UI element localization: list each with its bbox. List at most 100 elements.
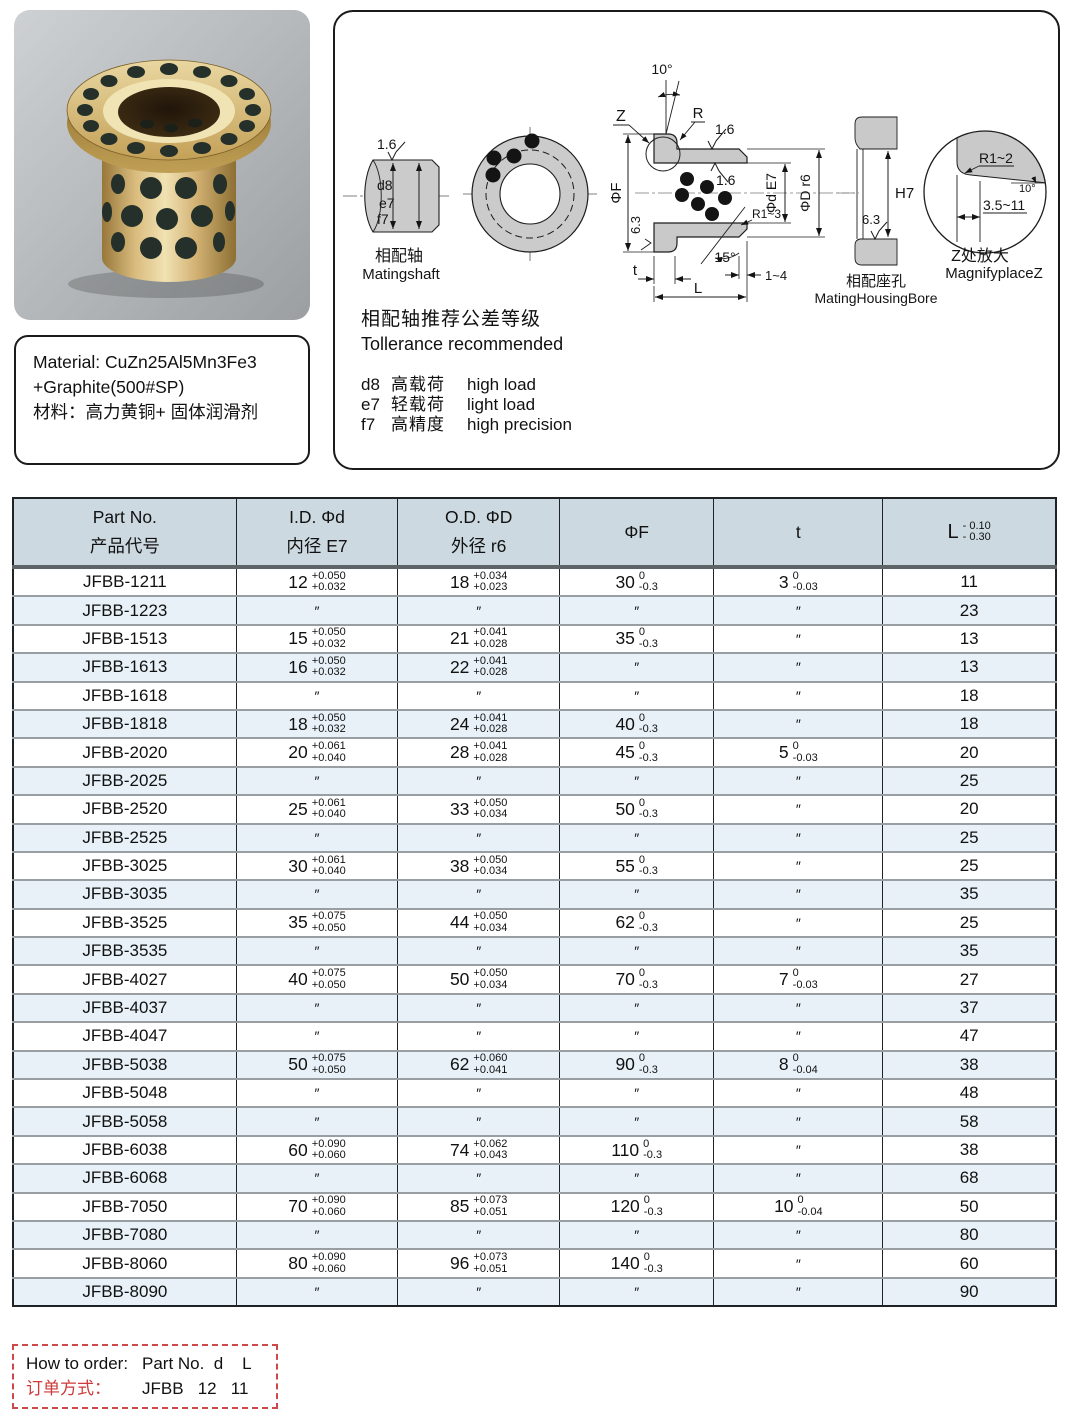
svg-text:6.3: 6.3 bbox=[628, 216, 643, 234]
ditto-mark: ″ bbox=[795, 1283, 801, 1300]
ditto-mark: ″ bbox=[795, 772, 801, 789]
tolerance-recommendation: 相配轴推荐公差等级 Tollerance recommended d8 高载荷 hi… bbox=[361, 304, 572, 435]
f-cell: ″ bbox=[558, 1163, 715, 1193]
id-cell: 60 +0.090 +0.060 bbox=[235, 1134, 399, 1165]
l-cell: 50 bbox=[882, 1191, 1057, 1221]
header-id: I.D. Φd 内径 E7 bbox=[235, 498, 399, 569]
l-cell: 23 bbox=[882, 595, 1057, 625]
header-part-no: Part No. 产品代号 bbox=[12, 498, 237, 569]
ditto-mark: ″ bbox=[314, 772, 320, 789]
od-cell: ″ bbox=[397, 936, 560, 966]
part-no-cell: JFBB-4047 bbox=[12, 1021, 237, 1051]
f-cell: 30 0 -0.3 bbox=[558, 565, 715, 597]
od-cell: ″ bbox=[397, 879, 560, 909]
ditto-mark: ″ bbox=[476, 943, 482, 960]
ditto-mark: ″ bbox=[314, 602, 320, 619]
bushing-photo-illustration bbox=[14, 10, 310, 320]
table-row: JFBB-7050 70 +0.090 +0.060 85 +0.073 +0.051 120… bbox=[12, 1191, 1057, 1221]
parts-table-body: JFBB-1211 12 +0.050 +0.032 18 +0.034 +0.023 30 0… bbox=[12, 565, 1057, 1307]
ditto-mark: ″ bbox=[634, 659, 640, 676]
ditto-mark: ″ bbox=[314, 829, 320, 846]
ditto-mark: ″ bbox=[634, 1113, 640, 1130]
id-cell: 25 +0.061 +0.040 bbox=[235, 794, 399, 824]
svg-text:e7: e7 bbox=[379, 195, 395, 211]
id-cell: ″ bbox=[235, 879, 399, 909]
od-cell: 33 +0.050 +0.034 bbox=[397, 794, 560, 824]
l-cell: 60 bbox=[882, 1248, 1057, 1278]
f-cell: ″ bbox=[558, 1078, 715, 1108]
od-cell: ″ bbox=[397, 595, 560, 625]
table-row: JFBB-8090 ″ ″ ″ ″ 90 bbox=[12, 1276, 1057, 1307]
f-cell: ″ bbox=[558, 595, 715, 625]
t-cell: ″ bbox=[713, 936, 884, 966]
header-t: t bbox=[713, 498, 884, 569]
f-cell: ″ bbox=[558, 680, 715, 710]
table-row: JFBB-1513 15 +0.050 +0.032 21 +0.041 +0.028 35 0… bbox=[12, 623, 1057, 654]
id-cell: ″ bbox=[235, 595, 399, 625]
od-cell: 44 +0.050 +0.034 bbox=[397, 907, 560, 938]
id-cell: 30 +0.061 +0.040 bbox=[235, 850, 399, 881]
part-no-cell: JFBB-5048 bbox=[12, 1078, 237, 1108]
part-no-cell: JFBB-7050 bbox=[12, 1191, 237, 1221]
table-row: JFBB-1818 18 +0.050 +0.032 24 +0.041 +0.028 40 0… bbox=[12, 708, 1057, 739]
f-cell: ″ bbox=[558, 879, 715, 909]
l-cell: 35 bbox=[882, 879, 1057, 909]
ditto-mark: ″ bbox=[634, 829, 640, 846]
shaft-caption-cn: 相配轴 bbox=[375, 247, 423, 265]
l-cell: 25 bbox=[882, 765, 1057, 796]
part-no-cell: JFBB-2025 bbox=[12, 765, 237, 796]
svg-text:15°: 15° bbox=[714, 249, 735, 265]
body-graphite-dots bbox=[102, 174, 235, 259]
od-cell: ″ bbox=[397, 992, 560, 1023]
f-cell: ″ bbox=[558, 1276, 715, 1307]
table-row: JFBB-2520 25 +0.061 +0.040 33 +0.050 +0.034 50 0… bbox=[12, 794, 1057, 824]
l-cell: 25 bbox=[882, 822, 1057, 852]
f-cell: 40 0 -0.3 bbox=[558, 708, 715, 739]
svg-text:R1~3: R1~3 bbox=[752, 207, 781, 221]
svg-text:1~4: 1~4 bbox=[765, 268, 787, 283]
t-cell: ″ bbox=[713, 765, 884, 796]
housing-bore-drawing: H7 6.3 相配座孔 MatingHousingBore bbox=[815, 116, 938, 306]
table-row: JFBB-5048 ″ ″ ″ ″ 48 bbox=[12, 1078, 1057, 1108]
t-cell: ″ bbox=[713, 907, 884, 938]
ditto-mark: ″ bbox=[314, 1028, 320, 1045]
l-cell: 47 bbox=[882, 1021, 1057, 1051]
ditto-mark: ″ bbox=[634, 687, 640, 704]
t-cell: ″ bbox=[713, 1134, 884, 1165]
part-no-cell: JFBB-2020 bbox=[12, 737, 237, 767]
ditto-mark: ″ bbox=[476, 1085, 482, 1102]
id-cell: 16 +0.050 +0.032 bbox=[235, 652, 399, 682]
t-cell: 7 0 -0.03 bbox=[713, 964, 884, 994]
table-row: JFBB-7080 ″ ″ ″ ″ 80 bbox=[12, 1219, 1057, 1250]
l-cell: 58 bbox=[882, 1106, 1057, 1136]
od-cell: 18 +0.034 +0.023 bbox=[397, 565, 560, 597]
t-cell: ″ bbox=[713, 1078, 884, 1108]
part-no-cell: JFBB-2520 bbox=[12, 794, 237, 824]
header-od: O.D. ΦD 外径 r6 bbox=[397, 498, 560, 569]
od-cell: ″ bbox=[397, 822, 560, 852]
svg-text:f7: f7 bbox=[377, 211, 389, 227]
f-cell: 90 0 -0.3 bbox=[558, 1049, 715, 1080]
part-no-cell: JFBB-1223 bbox=[12, 595, 237, 625]
table-row: JFBB-1618 ″ ″ ″ ″ 18 bbox=[12, 680, 1057, 710]
part-no-cell: JFBB-8090 bbox=[12, 1276, 237, 1307]
table-header-row: Part No. 产品代号 I.D. Φd 内径 E7 O.D. ΦD 外径 r6 Φ… bbox=[12, 498, 1057, 569]
t-cell: ″ bbox=[713, 1219, 884, 1250]
ditto-mark: ″ bbox=[795, 1028, 801, 1045]
table-row: JFBB-3535 ″ ″ ″ ″ 35 bbox=[12, 936, 1057, 966]
ditto-mark: ″ bbox=[795, 858, 801, 875]
f-cell: ″ bbox=[558, 765, 715, 796]
l-cell: 18 bbox=[882, 680, 1057, 710]
part-no-cell: JFBB-1618 bbox=[12, 680, 237, 710]
id-cell: ″ bbox=[235, 936, 399, 966]
l-cell: 11 bbox=[882, 565, 1057, 597]
ditto-mark: ″ bbox=[314, 1085, 320, 1102]
ditto-mark: ″ bbox=[314, 687, 320, 704]
od-cell: 74 +0.062 +0.043 bbox=[397, 1134, 560, 1165]
l-cell: 37 bbox=[882, 992, 1057, 1023]
mating-shaft-drawing: 1.6 d8 e7 f7 相配轴 Matingshaft bbox=[343, 136, 449, 283]
od-cell: 24 +0.041 +0.028 bbox=[397, 708, 560, 739]
part-no-cell: JFBB-3535 bbox=[12, 936, 237, 966]
od-cell: ″ bbox=[397, 1021, 560, 1051]
od-cell: 38 +0.050 +0.034 bbox=[397, 850, 560, 881]
